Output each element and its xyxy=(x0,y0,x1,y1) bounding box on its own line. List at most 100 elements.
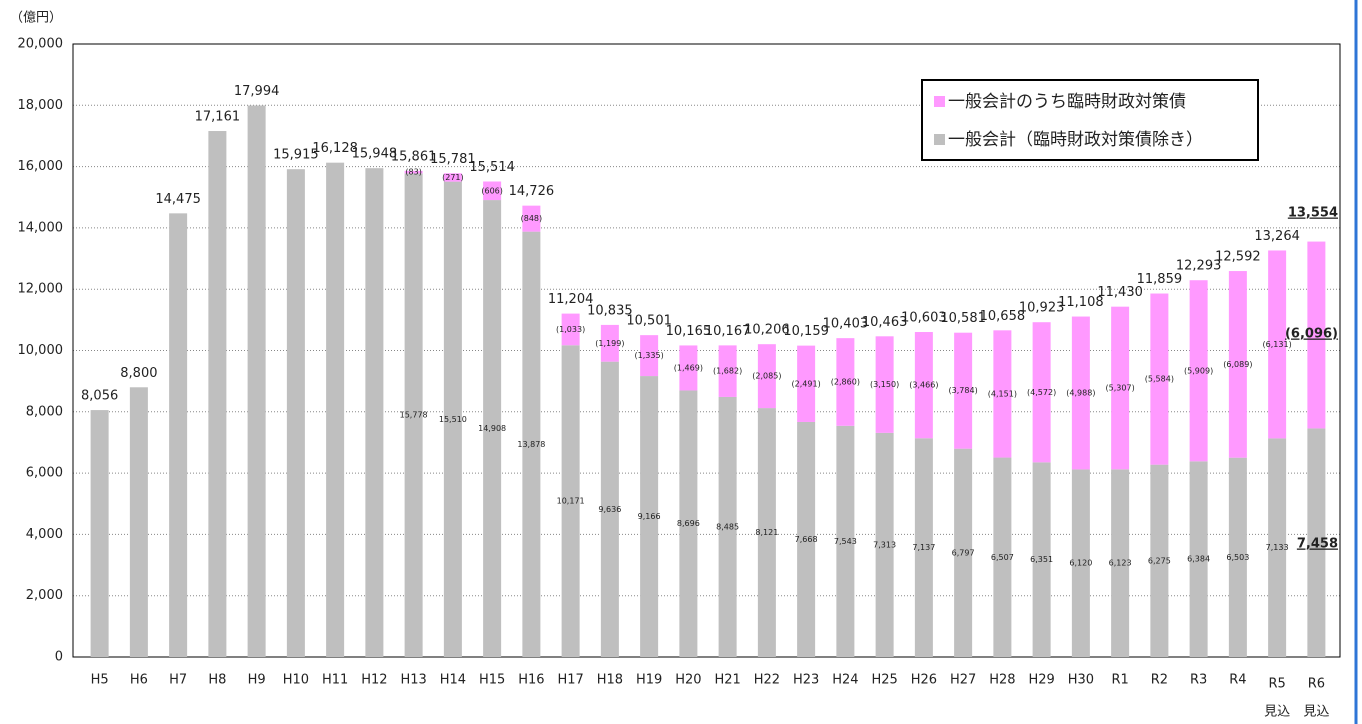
y-axis-label: （億円） xyxy=(10,10,62,26)
bar-segment xyxy=(561,313,580,346)
y-tick-label: 0 xyxy=(55,650,63,665)
bar-segment xyxy=(640,376,659,657)
total-label: 12,293 xyxy=(1176,259,1222,274)
bar-segment xyxy=(169,213,188,657)
y-tick-label: 12,000 xyxy=(18,282,64,297)
bar-segment xyxy=(1111,469,1130,657)
bar-segment xyxy=(1268,250,1287,439)
x-tick-label: H9 xyxy=(248,673,266,688)
y-tick-label: 16,000 xyxy=(18,159,64,174)
x-tick-label: H16 xyxy=(518,673,544,688)
x-tick-label: R6 xyxy=(1308,677,1325,692)
total-label: 15,781 xyxy=(430,152,476,167)
x-tick-label: H22 xyxy=(754,673,780,688)
total-label: 11,859 xyxy=(1137,272,1183,287)
value-label: 9,636 xyxy=(598,505,621,514)
x-tick-label: H14 xyxy=(440,673,466,688)
y-tick-label: 8,000 xyxy=(26,404,63,419)
total-label: 8,800 xyxy=(120,366,157,381)
x-tick-label: H6 xyxy=(130,673,148,688)
total-label: 15,514 xyxy=(469,160,515,175)
value-label: (1,469) xyxy=(674,363,703,372)
total-label: 10,501 xyxy=(626,314,672,329)
x-tick-label: H13 xyxy=(400,673,426,688)
bar-segment xyxy=(483,181,502,201)
bar-segment xyxy=(522,231,541,658)
bar-segment xyxy=(875,336,894,433)
x-tick-label: R4 xyxy=(1229,673,1246,688)
x-tick-label: H7 xyxy=(169,673,187,688)
value-label: (1,335) xyxy=(635,351,664,360)
x-tick-label: H15 xyxy=(479,673,505,688)
x-tick-label: H5 xyxy=(91,673,109,688)
value-label: 7,543 xyxy=(834,537,857,546)
value-label: 15,510 xyxy=(439,415,467,424)
total-label: 10,923 xyxy=(1019,301,1065,316)
x-tick-label: H20 xyxy=(675,673,701,688)
total-label: 10,658 xyxy=(980,309,1026,324)
total-label: 10,159 xyxy=(783,324,829,339)
value-label: (271) xyxy=(442,173,464,182)
bar-segment xyxy=(993,330,1012,458)
bar-segment xyxy=(600,324,619,362)
bar-segment xyxy=(1228,271,1247,458)
total-label: 10,167 xyxy=(705,324,751,339)
bar-segment xyxy=(1032,462,1051,657)
bar-segment xyxy=(1111,306,1130,470)
value-label: (83) xyxy=(405,168,421,177)
value-label: 14,908 xyxy=(478,424,506,433)
bar-segment xyxy=(326,162,345,657)
value-label: (5,307) xyxy=(1106,384,1135,393)
x-tick-label: H23 xyxy=(793,673,819,688)
value-label: (3,150) xyxy=(870,380,899,389)
bar-segment xyxy=(1150,464,1169,657)
value-label: (2,085) xyxy=(752,372,781,381)
x-tick-label: H28 xyxy=(989,673,1015,688)
bar-segment xyxy=(1189,461,1208,657)
x-tick-label: H24 xyxy=(832,673,858,688)
total-label: 16,128 xyxy=(312,141,358,156)
value-label: (4,572) xyxy=(1027,388,1056,397)
legend-swatch xyxy=(934,96,945,107)
value-label: 7,458 xyxy=(1297,537,1338,552)
value-label: 9,166 xyxy=(638,512,661,521)
value-label: 6,384 xyxy=(1187,555,1210,564)
x-tick-label: R5 xyxy=(1268,677,1285,692)
bar-segment xyxy=(954,448,973,657)
value-label: 6,797 xyxy=(952,548,975,557)
bar-segment xyxy=(286,169,305,657)
legend-label: 一般会計（臨時財政対策債除き） xyxy=(948,130,1203,150)
bar-segment xyxy=(875,432,894,657)
value-label: 8,696 xyxy=(677,519,700,528)
x-tick-label: H18 xyxy=(597,673,623,688)
bar-segment xyxy=(914,332,933,439)
bar-segment xyxy=(1071,316,1090,470)
bar-segment xyxy=(914,438,933,657)
total-label: 14,726 xyxy=(509,184,555,199)
bar-segment xyxy=(561,345,580,657)
x-tick-label: H21 xyxy=(714,673,740,688)
bar-segment xyxy=(483,200,502,657)
bar-segment xyxy=(718,396,737,657)
total-label: 17,994 xyxy=(234,84,280,99)
x-tick-label: H12 xyxy=(361,673,387,688)
bar-segment xyxy=(1307,428,1326,657)
value-label: 8,485 xyxy=(716,522,739,531)
value-label: 7,133 xyxy=(1266,543,1289,552)
y-tick-label: 18,000 xyxy=(18,98,64,113)
total-label: 10,206 xyxy=(744,323,790,338)
bar-segment xyxy=(1268,438,1287,657)
x-tick-label: H17 xyxy=(557,673,583,688)
y-tick-label: 10,000 xyxy=(18,343,64,358)
legend-label: 一般会計のうち臨時財政対策債 xyxy=(948,92,1186,112)
bar-segment xyxy=(208,131,227,657)
bar-segment xyxy=(836,425,855,657)
x-tick-note: 見込 xyxy=(1303,705,1329,720)
value-label: 6,503 xyxy=(1226,553,1249,562)
x-tick-label: H10 xyxy=(283,673,309,688)
bar-segment xyxy=(1307,241,1326,429)
plot-frame xyxy=(72,43,1341,658)
total-label: 10,165 xyxy=(666,324,712,339)
x-tick-note: 見込 xyxy=(1264,705,1290,720)
value-label: 13,878 xyxy=(517,440,545,449)
